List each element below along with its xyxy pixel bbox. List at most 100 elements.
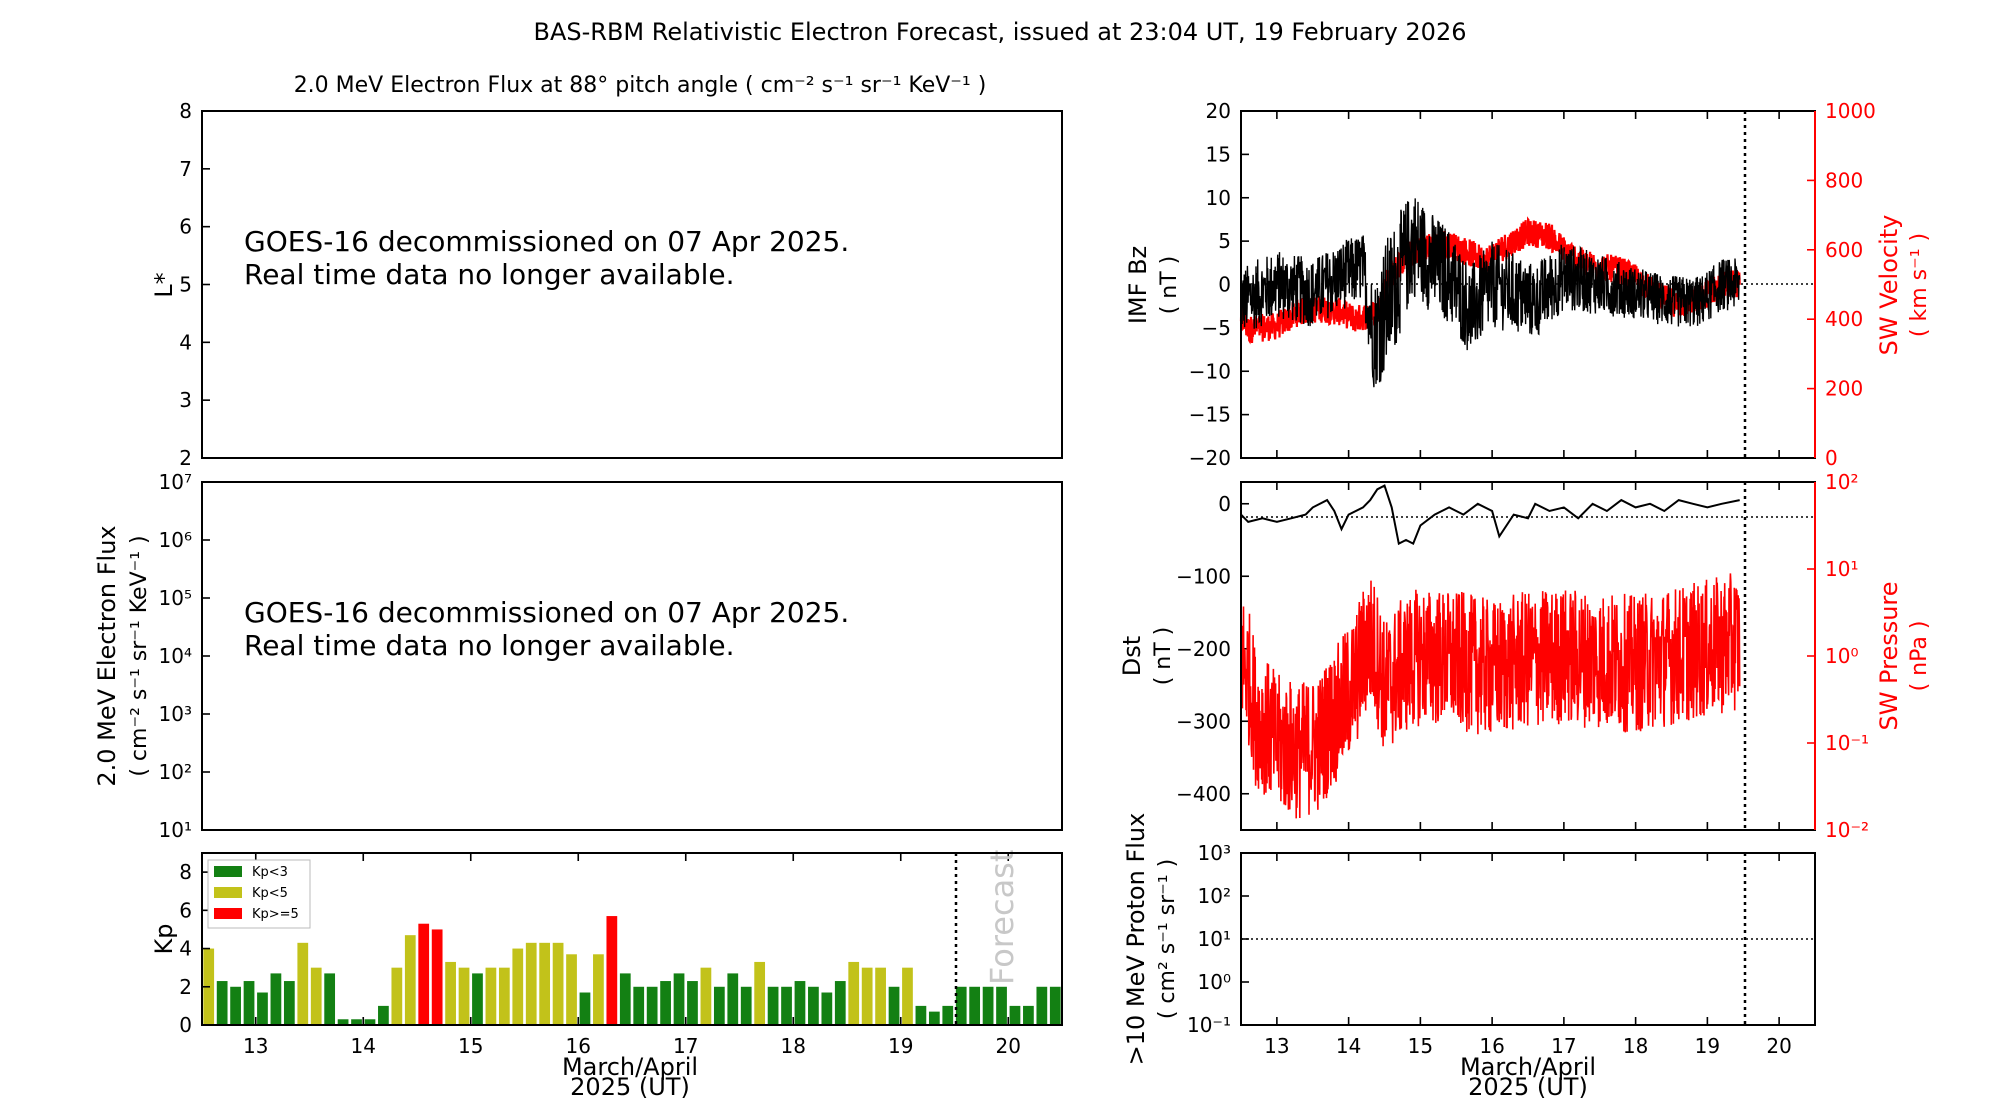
imf-y2-label-line2: ( km s⁻¹ )	[1907, 233, 1932, 337]
kp-bar	[525, 942, 537, 1025]
dst-y-tick-label: −200	[1176, 637, 1231, 661]
imf-y2-tick-label: 200	[1825, 377, 1863, 401]
eflux-message-line1: GOES-16 decommissioned on 07 Apr 2025.	[244, 596, 849, 629]
kp-bar	[888, 986, 900, 1025]
kp-y-tick-label: 2	[179, 975, 192, 999]
kp-bar	[821, 992, 833, 1025]
kp-bars	[203, 916, 1061, 1025]
dst-y2-tick-label: 10²	[1825, 470, 1858, 494]
kp-bar	[1009, 1005, 1021, 1025]
kp-bar	[337, 1019, 349, 1025]
kp-bar	[687, 981, 698, 1025]
imf-y-label-line2: ( nT )	[1157, 256, 1182, 315]
dst-y2-tick-label: 10⁻²	[1825, 818, 1869, 842]
kp-bar	[673, 973, 685, 1025]
lstar-message-line1: GOES-16 decommissioned on 07 Apr 2025.	[244, 225, 849, 258]
figure-title: BAS-RBM Relativistic Electron Forecast, …	[534, 18, 1467, 46]
proton-x-tick-label: 16	[1479, 1034, 1504, 1058]
imf-y2-tick-label: 400	[1825, 307, 1863, 331]
kp-legend-label-high: Kp>=5	[252, 907, 299, 922]
kp-bar	[539, 942, 551, 1025]
imf-y-tick-label: 0	[1218, 273, 1231, 297]
lstar-y-label: L*	[150, 272, 178, 297]
kp-bar	[646, 986, 658, 1025]
kp-x-tick-label: 20	[996, 1034, 1021, 1058]
kp-bar	[283, 981, 295, 1025]
kp-bar	[351, 1019, 362, 1025]
proton-x-tick-label: 18	[1623, 1034, 1648, 1058]
kp-y-tick-label: 0	[179, 1013, 192, 1037]
dst-panel: −400 −300 −200 −100 0 10⁻² 10⁻¹ 10⁰ 10¹ 10² Dst (…	[1118, 470, 1932, 842]
imf-bz-series	[1240, 198, 1741, 388]
kp-x-label-line1: March/April	[562, 1053, 698, 1081]
lstar-y-tick-label: 7	[179, 157, 192, 181]
kp-bar	[230, 986, 241, 1025]
kp-axis-ticks: 0 2 4 6 8 13 14 15 16 17 18 19 20	[179, 853, 1021, 1058]
dst-axis-ticks: −400 −300 −200 −100 0 10⁻² 10⁻¹ 10⁰ 10¹ 10²	[1176, 470, 1869, 842]
kp-bar	[418, 923, 430, 1025]
eflux-y-tick-label: 10⁷	[159, 470, 192, 494]
lstar-panel: 2.0 MeV Electron Flux at 88° pitch angle…	[150, 73, 1063, 470]
kp-bar	[1049, 986, 1061, 1025]
kp-x-tick-label: 18	[781, 1034, 806, 1058]
kp-bar	[566, 954, 577, 1025]
eflux-y-tick-label: 10¹	[159, 818, 192, 842]
kp-bar	[378, 1005, 389, 1025]
imf-y-tick-label: −20	[1189, 446, 1231, 470]
proton-x-label-line2: 2025 (UT)	[1468, 1073, 1588, 1100]
kp-bar	[955, 986, 967, 1025]
kp-x-label-line2: 2025 (UT)	[570, 1073, 690, 1100]
proton-y-tick-label: 10⁻¹	[1187, 1013, 1231, 1037]
dst-y-tick-label: 0	[1218, 492, 1231, 516]
kp-x-tick-label: 19	[888, 1034, 913, 1058]
dst-y2-tick-label: 10⁻¹	[1825, 731, 1869, 755]
kp-y-tick-label: 4	[179, 937, 192, 961]
kp-x-tick-label: 13	[243, 1034, 268, 1058]
kp-bar	[808, 986, 819, 1025]
lstar-y-tick-label: 5	[179, 273, 192, 297]
dst-y-label-line1: Dst	[1118, 636, 1146, 676]
imf-y2-tick-label: 1000	[1825, 99, 1876, 123]
kp-bar	[498, 967, 510, 1025]
kp-bar	[606, 916, 618, 1025]
imf-y-tick-label: 10	[1206, 186, 1231, 210]
kp-legend-swatch-mid	[214, 887, 242, 898]
kp-bar	[257, 992, 268, 1025]
kp-bar	[593, 954, 604, 1025]
kp-bar	[861, 967, 873, 1025]
proton-x-tick-label: 13	[1264, 1034, 1289, 1058]
dst-y2-label-line1: SW Pressure	[1875, 581, 1903, 730]
kp-x-tick-label: 15	[458, 1034, 483, 1058]
proton-y-tick-label: 10¹	[1198, 927, 1231, 951]
kp-y-label: Kp	[150, 924, 178, 955]
kp-bar	[364, 1019, 376, 1025]
kp-bar	[633, 986, 645, 1025]
eflux-y-ticks: 10¹ 10² 10³ 10⁴ 10⁵ 10⁶ 10⁷	[159, 470, 210, 842]
dst-series	[1240, 484, 1740, 546]
kp-bar	[512, 948, 524, 1025]
eflux-y-tick-label: 10²	[159, 760, 192, 784]
kp-bar	[740, 986, 752, 1025]
lstar-y-tick-label: 4	[179, 330, 192, 354]
kp-bar	[458, 967, 470, 1025]
kp-bar	[431, 929, 443, 1025]
proton-x-tick-label: 19	[1695, 1034, 1720, 1058]
kp-bar	[297, 942, 309, 1025]
kp-x-tick-label: 17	[673, 1034, 698, 1058]
proton-y-label-line1: >10 MeV Proton Flux	[1122, 813, 1150, 1066]
proton-x-tick-label: 17	[1551, 1034, 1576, 1058]
eflux-y-tick-label: 10⁵	[159, 586, 192, 610]
lstar-y-tick-label: 6	[179, 215, 192, 239]
kp-bar	[700, 967, 712, 1025]
kp-bar	[942, 1005, 954, 1025]
kp-bar	[485, 967, 497, 1025]
kp-bar	[243, 981, 255, 1025]
kp-bar	[579, 992, 591, 1025]
lstar-y-ticks: 2 3 4 5 6 7 8	[179, 99, 210, 470]
sw-pressure-series	[1240, 573, 1741, 819]
kp-bar	[619, 973, 631, 1025]
kp-bar	[794, 981, 806, 1025]
